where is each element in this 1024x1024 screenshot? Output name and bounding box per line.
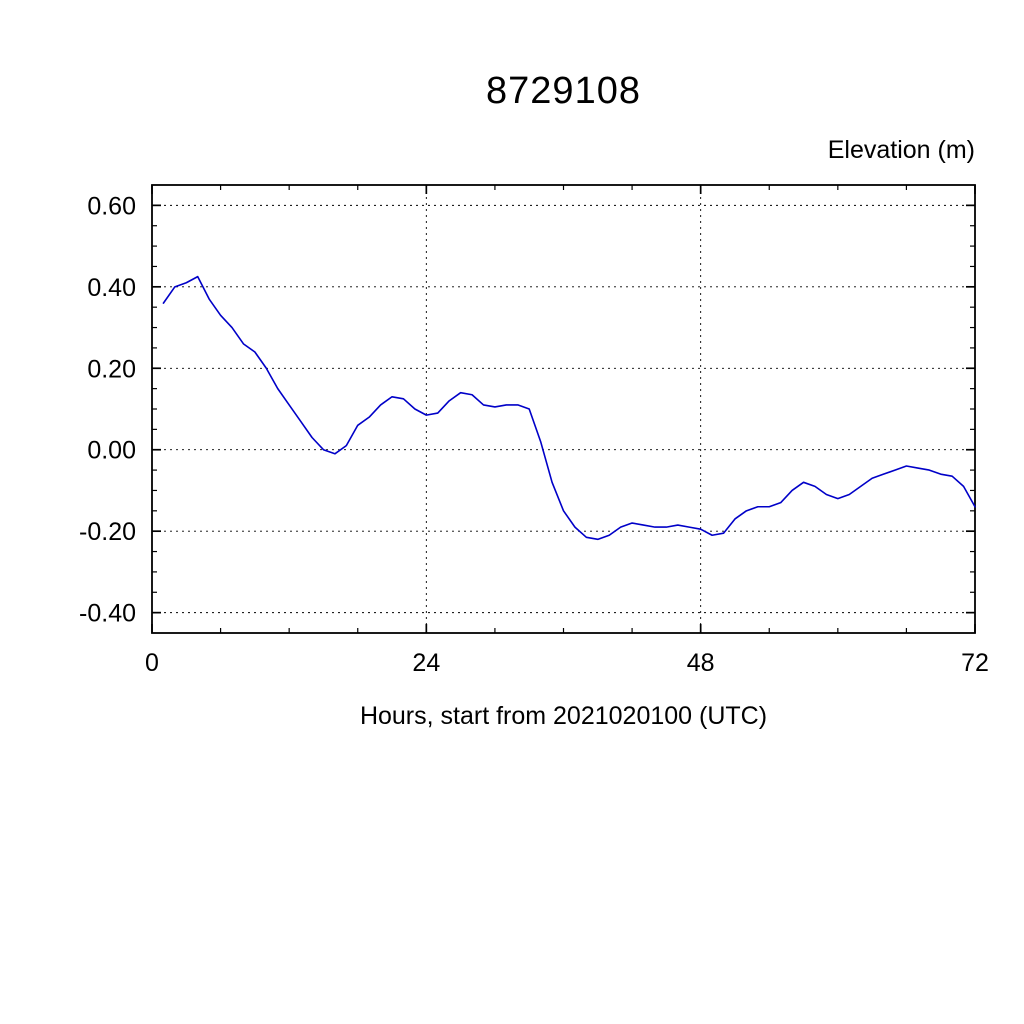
y-tick-label: -0.20 <box>79 518 136 546</box>
y-tick-label: 0.00 <box>87 437 136 465</box>
x-tick-label: 48 <box>687 649 715 677</box>
x-tick-label: 24 <box>412 649 440 677</box>
elevation-series-line <box>162 275 976 541</box>
x-tick-label: 0 <box>145 649 159 677</box>
x-tick-label: 72 <box>961 649 989 677</box>
y-tick-label: 0.60 <box>87 192 136 220</box>
y-tick-label: 0.20 <box>87 355 136 383</box>
chart-title: 8729108 <box>486 70 641 112</box>
y-tick-label: -0.40 <box>79 600 136 628</box>
y-tick-label: 0.40 <box>87 274 136 302</box>
x-axis-label: Hours, start from 2021020100 (UTC) <box>359 702 768 730</box>
unit-label: Elevation (m) <box>827 136 975 164</box>
plot-frame <box>151 184 976 634</box>
